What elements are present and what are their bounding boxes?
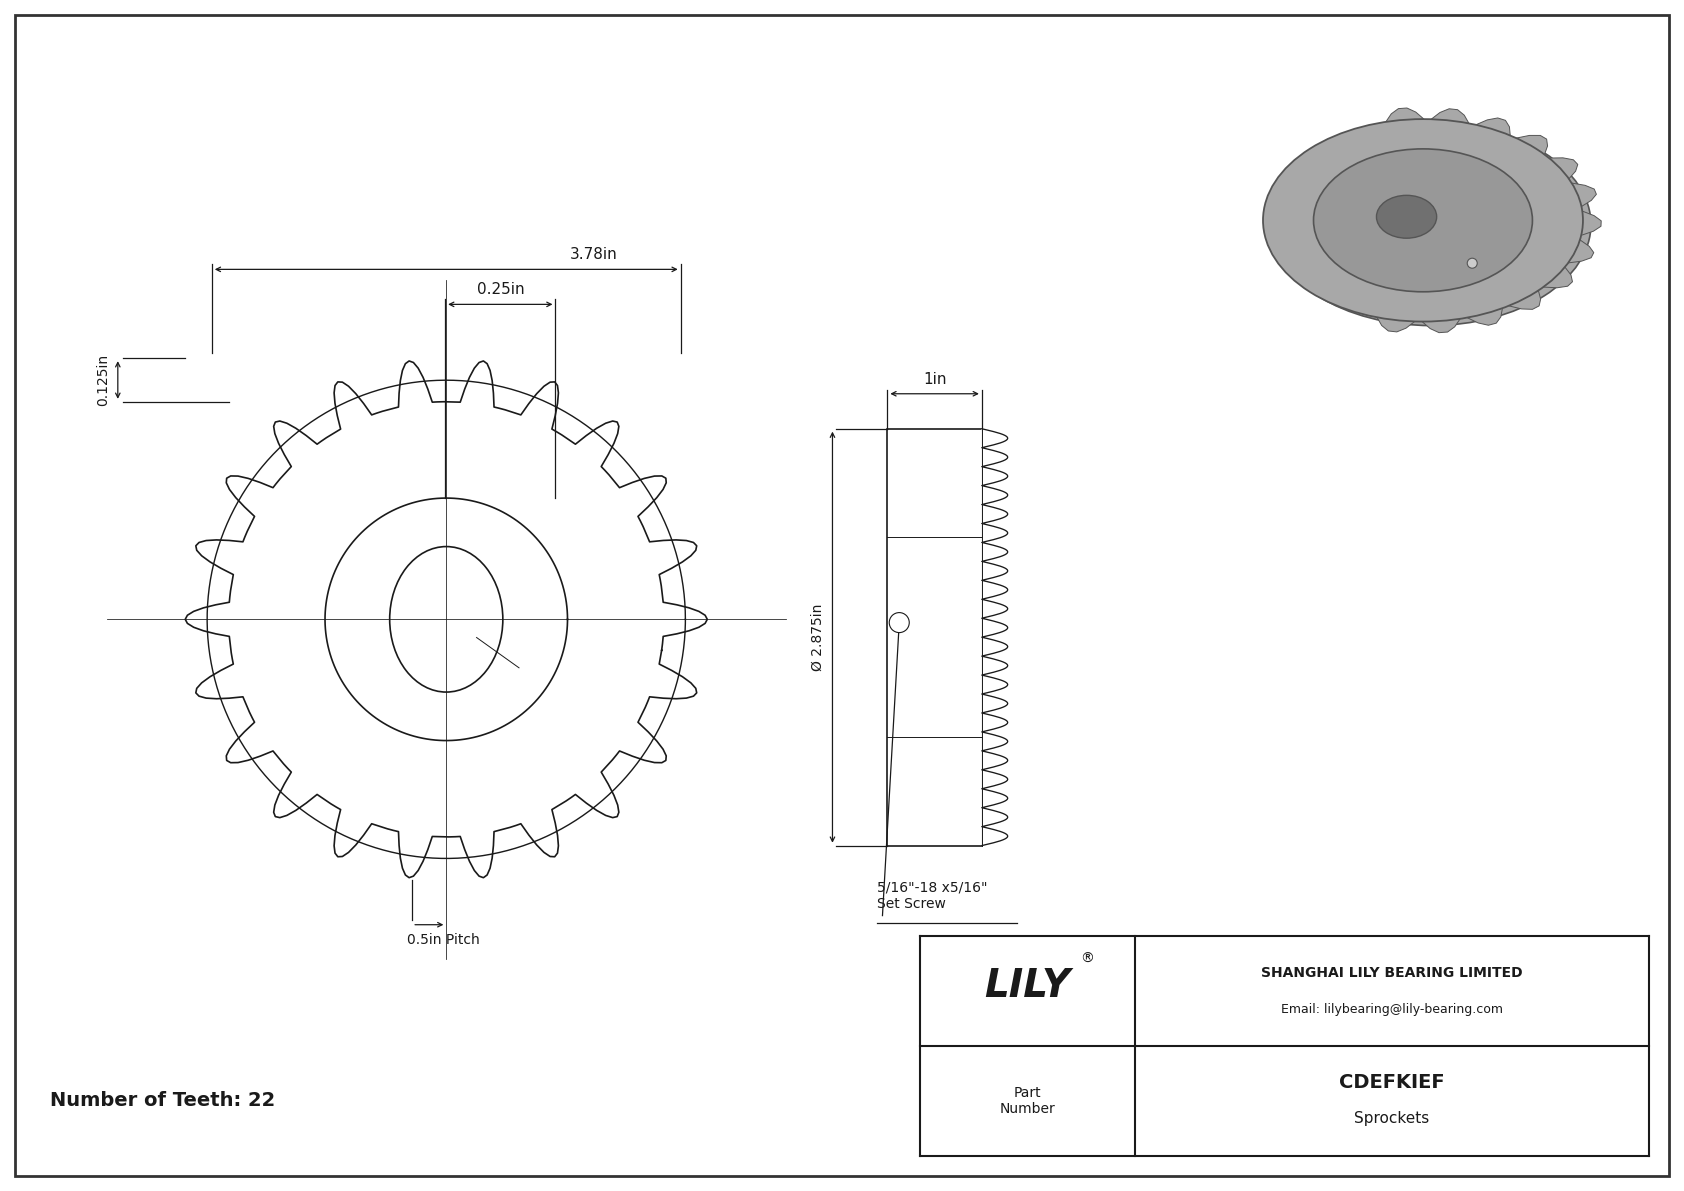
Polygon shape xyxy=(1386,108,1425,121)
Polygon shape xyxy=(1378,317,1415,332)
Polygon shape xyxy=(185,361,707,878)
Circle shape xyxy=(1467,258,1477,268)
Polygon shape xyxy=(1516,136,1548,155)
Circle shape xyxy=(889,612,909,632)
Text: 3.78in: 3.78in xyxy=(569,248,618,262)
Polygon shape xyxy=(1568,239,1593,263)
Text: Number of Teeth: 22: Number of Teeth: 22 xyxy=(51,1091,274,1110)
Ellipse shape xyxy=(389,547,504,692)
Ellipse shape xyxy=(1314,149,1532,292)
Polygon shape xyxy=(1543,267,1573,288)
Bar xyxy=(887,429,982,846)
Polygon shape xyxy=(1549,158,1578,179)
Text: CDEFKIEF: CDEFKIEF xyxy=(1339,1073,1445,1092)
Text: Part
Number: Part Number xyxy=(1000,1086,1056,1116)
Text: 0.5in Pitch: 0.5in Pitch xyxy=(408,933,480,947)
Text: ®: ® xyxy=(1081,952,1095,966)
Text: 0.125in: 0.125in xyxy=(96,354,109,406)
Polygon shape xyxy=(1509,291,1541,310)
Text: Ø 2.875in: Ø 2.875in xyxy=(810,604,825,671)
Ellipse shape xyxy=(1263,119,1583,322)
Text: LILY: LILY xyxy=(985,967,1071,1005)
Polygon shape xyxy=(982,429,1007,846)
Polygon shape xyxy=(1475,118,1511,136)
Text: 0.25in: 0.25in xyxy=(477,282,525,298)
Text: Sprockets: Sprockets xyxy=(1354,1111,1430,1127)
Text: Email: lilybearing@lily-bearing.com: Email: lilybearing@lily-bearing.com xyxy=(1282,1003,1504,1016)
Polygon shape xyxy=(1467,308,1502,325)
Ellipse shape xyxy=(1376,195,1436,238)
Text: SHANGHAI LILY BEARING LIMITED: SHANGHAI LILY BEARING LIMITED xyxy=(1261,966,1522,980)
Text: 5/16"-18 x5/16"
Set Screw: 5/16"-18 x5/16" Set Screw xyxy=(877,880,989,911)
Polygon shape xyxy=(1431,108,1468,124)
Ellipse shape xyxy=(1271,123,1591,325)
Polygon shape xyxy=(1571,183,1596,206)
Polygon shape xyxy=(1581,211,1601,236)
Text: 1in: 1in xyxy=(923,372,946,387)
Polygon shape xyxy=(1421,319,1460,332)
